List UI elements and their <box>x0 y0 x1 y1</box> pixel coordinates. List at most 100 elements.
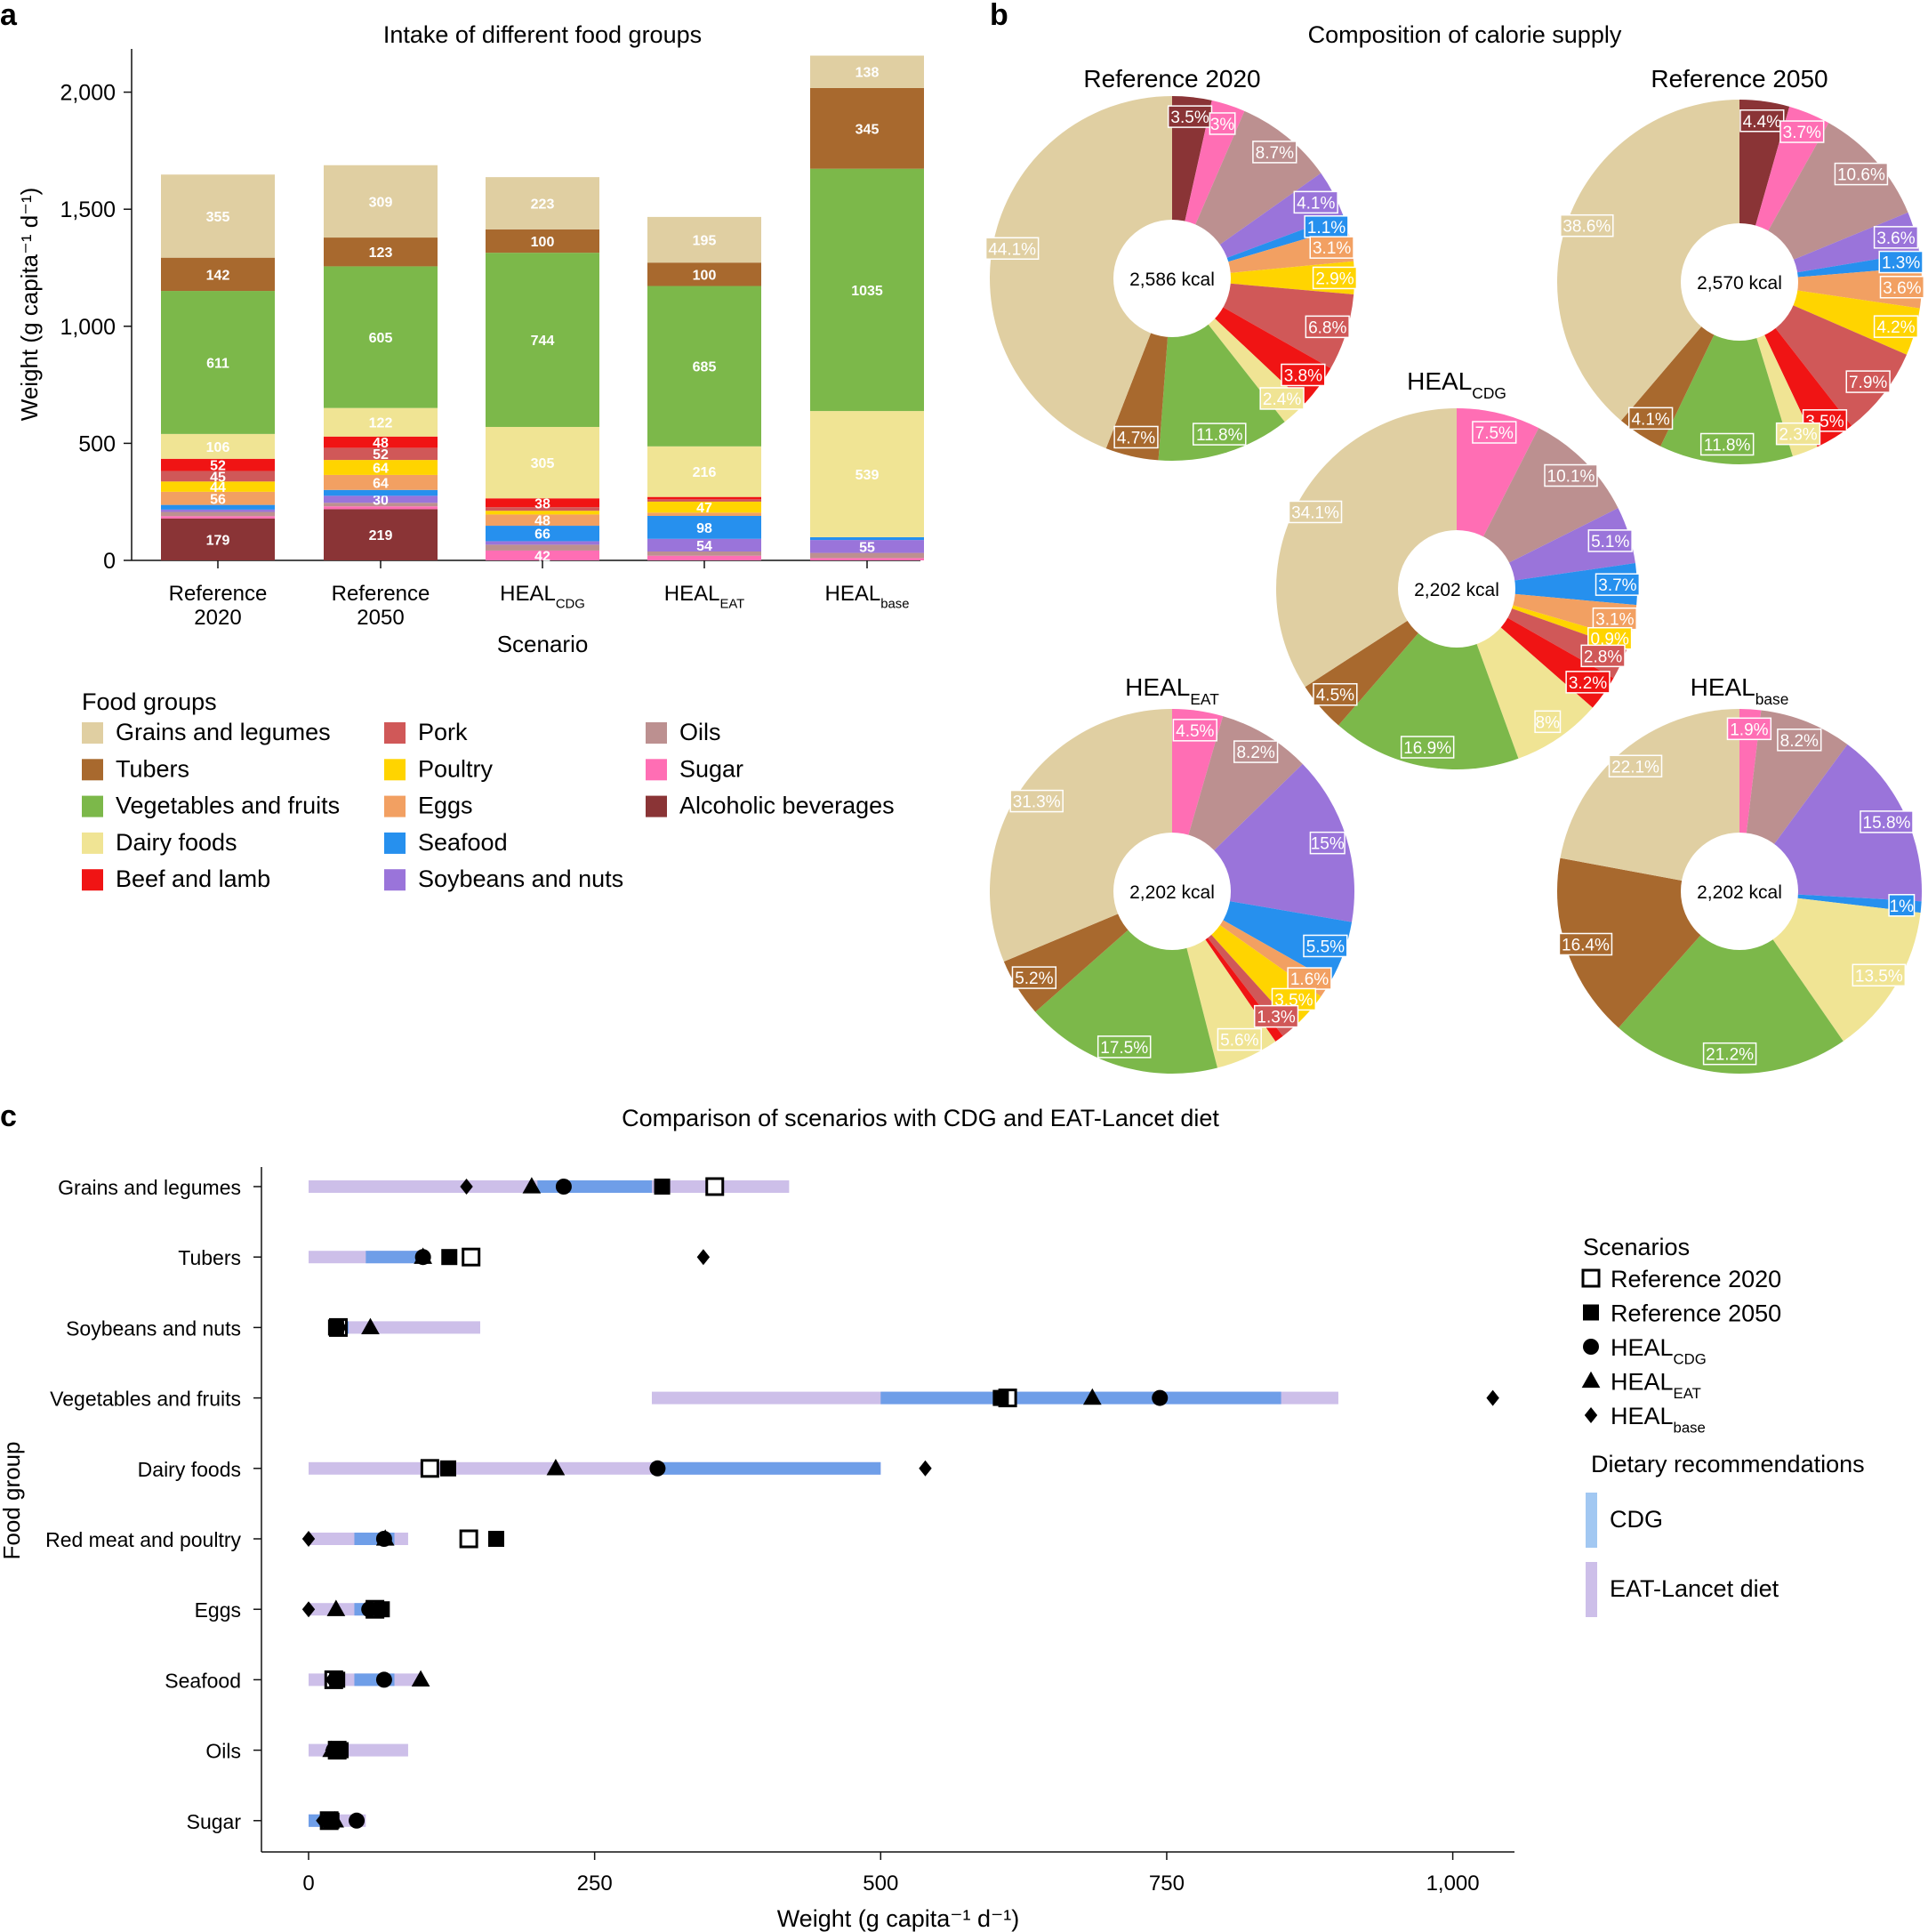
legend-marker-reference-2020 <box>1581 1268 1601 1288</box>
legend-marker-heal-eat <box>1581 1371 1601 1389</box>
bar-segment-dairy-foods <box>810 411 924 537</box>
legend-swatch-soybeans-and-nuts <box>384 869 406 891</box>
pie-slice-label: 10.1% <box>1547 468 1595 487</box>
bar-segment-beef-and-lamb <box>486 498 599 508</box>
pie-slice-label: 3% <box>1210 116 1235 134</box>
pie-slice-label: 3.7% <box>1598 576 1636 595</box>
legend-swatch-tubers <box>82 759 103 781</box>
legend-swatch-grains-and-legumes <box>82 722 103 744</box>
bar-chart-x-axis-label: Scenario <box>497 631 589 657</box>
legend-marker-reference-2050 <box>1583 1304 1599 1321</box>
marker-heal-cdg <box>375 1671 392 1688</box>
bar-segment-poultry <box>647 501 761 513</box>
cdg-range-band <box>651 1461 881 1475</box>
bar-chart-x-tick-label: HEALEAT <box>664 582 745 611</box>
bar-segment-oils <box>810 552 924 559</box>
pie-slice-label: 8.7% <box>1256 144 1294 163</box>
pie-reference-2050: Reference 2050 4.4%3.7% 10.6% 3.6% 1.3% 3.6% 4… <box>1557 65 1925 465</box>
dot-chart-y-tick-label: Vegetables and fruits <box>50 1388 241 1411</box>
bar-chart-y-tick-label: 500 <box>78 431 116 456</box>
legend-swatch-beef-and-lamb <box>82 869 103 891</box>
panel-b-letter: b <box>990 0 1008 32</box>
bar-segment-eggs <box>161 491 275 505</box>
dot-chart-x-axis-label: Weight (g capita⁻¹ d⁻¹) <box>777 1905 1020 1932</box>
bar-segment-sugar <box>161 516 275 519</box>
pie-slice-vegetables-and-fruits <box>1619 891 1844 1074</box>
bar-data-label: 106 <box>206 440 230 455</box>
pie-hole <box>1681 223 1798 341</box>
pie-label-box <box>1699 432 1755 456</box>
pie-label-box <box>1009 789 1064 813</box>
pie-slice-label: 1.3% <box>1257 1009 1295 1027</box>
bar-segment-grains-and-legumes <box>647 216 761 263</box>
pie-slice-label: 16.4% <box>1562 936 1610 954</box>
bar-data-label: 1035 <box>851 284 883 299</box>
bar-segment-dairy-foods <box>647 446 761 497</box>
marker-heal-eat <box>325 1811 344 1828</box>
pie-label-box <box>1777 729 1822 752</box>
legend-label-alcoholic-beverages: Alcoholic beverages <box>679 793 895 819</box>
dot-chart-x-tick-label: 500 <box>863 1872 898 1896</box>
pie-slice-label: 4.5% <box>1316 687 1354 705</box>
bar-segment-tubers <box>324 237 438 267</box>
pie-slice-label: 8% <box>1536 713 1561 732</box>
pie-slice-label: 5.5% <box>1306 938 1345 956</box>
marker-heal-base <box>460 1179 473 1195</box>
legend-swatch-poultry <box>384 759 406 781</box>
bar-data-label: 345 <box>856 122 880 137</box>
bar-segment-grains-and-legumes <box>810 55 924 88</box>
bar-data-label: 539 <box>856 468 880 483</box>
pie-heal-cdg: HEALCDG 7.5% 10.1% 5.1% 3.7% 3.1%0.9%2.8% 3.2%… <box>1276 367 1641 769</box>
pie-label-box <box>1303 934 1348 958</box>
bar-segment-beef-and-lamb <box>324 436 438 448</box>
pie-label-box <box>1259 387 1305 410</box>
marker-reference-2050 <box>992 1389 1009 1406</box>
bar-segment-alcoholic-beverages <box>161 518 275 560</box>
pie-center-label: 2,570 kcal <box>1697 273 1782 294</box>
bar-data-label: 216 <box>693 465 717 480</box>
bar-segment-poultry <box>324 460 438 475</box>
bar-data-label: 142 <box>206 268 230 283</box>
marker-heal-eat <box>375 1529 395 1546</box>
pie-slice-label: 15.8% <box>1863 814 1911 833</box>
marker-heal-cdg <box>361 1601 378 1618</box>
pie-label-box <box>1595 573 1641 596</box>
marker-heal-base <box>325 1742 338 1759</box>
pie-slice-label: 1.9% <box>1730 720 1768 739</box>
pie-label-box <box>1293 190 1338 214</box>
pie-label-box <box>1097 1035 1152 1059</box>
legend-scenario-label: HEALbase <box>1611 1403 1706 1436</box>
bar-data-label: 64 <box>373 476 389 491</box>
pie-label-box <box>1400 736 1455 759</box>
pie-label-box <box>1587 529 1633 552</box>
bar-segment-pork <box>486 507 599 511</box>
pie-slice-label: 10.6% <box>1837 166 1885 185</box>
pie-label-box <box>1878 250 1924 274</box>
pie-slice-label: 31.3% <box>1013 793 1061 812</box>
bar-chart-y-tick-label: 1,500 <box>60 197 116 222</box>
bar-data-label: 605 <box>369 331 393 346</box>
bar-segment-poultry <box>161 481 275 492</box>
legend-label-pork: Pork <box>418 719 468 745</box>
pie-slice-label: 3.7% <box>1783 124 1821 142</box>
legend-scenario-label: HEALCDG <box>1611 1334 1707 1367</box>
dot-chart-y-tick-label: Sugar <box>187 1810 242 1833</box>
legend-band-cdg <box>1586 1493 1597 1548</box>
bar-data-label: 48 <box>534 514 550 529</box>
cdg-range-band <box>537 1180 652 1193</box>
legend-swatch-alcoholic-beverages <box>646 795 667 817</box>
bar-data-label: 100 <box>531 235 555 250</box>
pie-label-box <box>1534 710 1562 734</box>
pie-slice-label: 2.9% <box>1315 270 1354 288</box>
marker-reference-2050 <box>488 1531 505 1547</box>
marker-heal-base <box>316 1812 329 1829</box>
bar-data-label: 309 <box>369 195 393 210</box>
bar-segment-dairy-foods <box>486 426 599 499</box>
pie-title: HEALCDG <box>1407 367 1506 402</box>
bar-data-label: 100 <box>693 268 717 283</box>
pie-center-label: 2,586 kcal <box>1129 270 1215 290</box>
marker-heal-cdg <box>555 1179 572 1195</box>
bar-segment-eggs <box>324 474 438 490</box>
marker-heal-cdg <box>349 1812 366 1829</box>
